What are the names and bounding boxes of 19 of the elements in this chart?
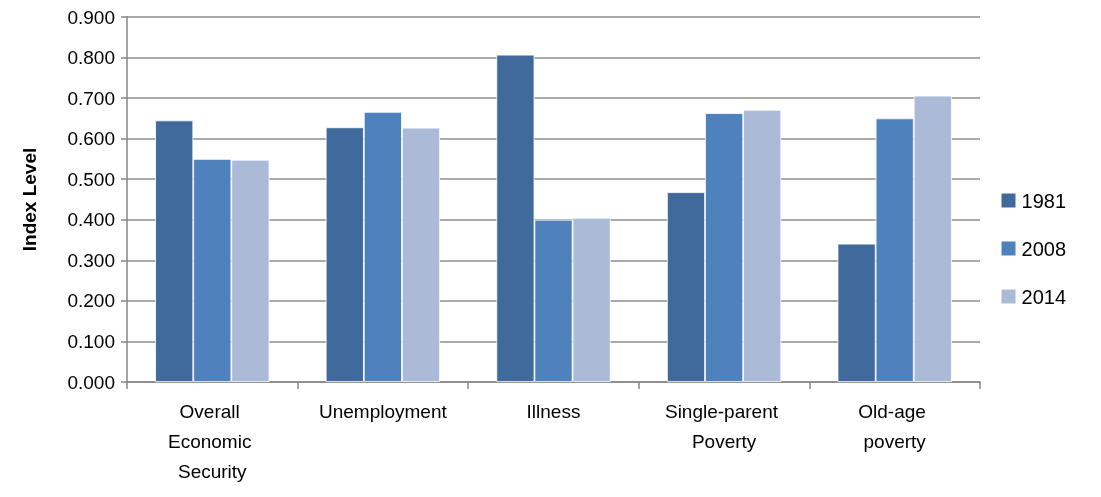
y-tick-label: 0.300 [67, 249, 115, 271]
legend-label: 2008 [1021, 237, 1067, 260]
y-tick-label: 0.900 [67, 6, 115, 28]
y-tick-label: 0.800 [67, 47, 115, 69]
legend-label: 1981 [1021, 189, 1067, 212]
x-tick-label: Single-parent Poverty [664, 400, 784, 452]
y-axis-title: Index Level [19, 147, 40, 252]
y-tick-label: 0.100 [67, 330, 115, 352]
x-tick-label: Old-age poverty [858, 400, 932, 452]
x-tick-label: Unemployment [319, 400, 448, 422]
y-tick-label: 0.000 [67, 371, 115, 393]
y-tick-label: 0.700 [67, 87, 115, 109]
y-tick-label: 0.500 [67, 168, 115, 190]
x-tick-label: Overall Economic Security [167, 400, 257, 482]
y-tick-label: 0.400 [67, 209, 115, 231]
y-tick-label: 0.600 [67, 128, 115, 150]
legend-label: 2014 [1021, 285, 1067, 308]
y-tick-label: 0.200 [67, 290, 115, 312]
x-tick-label: Illness [526, 400, 581, 422]
